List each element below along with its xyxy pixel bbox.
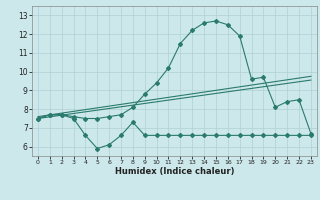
X-axis label: Humidex (Indice chaleur): Humidex (Indice chaleur) — [115, 167, 234, 176]
